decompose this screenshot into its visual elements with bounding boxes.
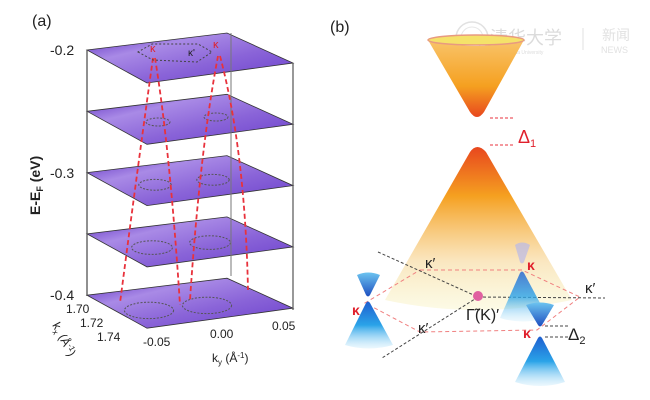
- dirac-cone-upper: [357, 272, 380, 297]
- fermi-contour: [123, 301, 175, 320]
- ky-tick: 0.05: [272, 319, 296, 333]
- ky-tick: -0.05: [143, 335, 171, 349]
- ky-axis-label: ky (Å-1): [212, 350, 248, 367]
- kx-tick: 1.70: [66, 302, 90, 316]
- upper-cone: [428, 40, 524, 117]
- energy-slice: [85, 155, 295, 207]
- dirac-cone-lower: [515, 336, 565, 386]
- ky-tick: 0.00: [210, 327, 234, 341]
- fermi-contour: [181, 296, 233, 315]
- top-hexagon: [136, 43, 213, 63]
- dispersion-traces: [119, 55, 249, 306]
- energy-slices: [85, 32, 295, 329]
- high-symmetry-lines: [377, 251, 606, 359]
- k-label: κ: [527, 257, 535, 273]
- lower-cone: [385, 147, 572, 310]
- z-tick: -0.2: [50, 42, 74, 58]
- fermi-contour: [145, 117, 171, 127]
- fermi-contour: [203, 112, 229, 122]
- gamma-point: [473, 291, 483, 301]
- k-label: κ: [352, 302, 360, 318]
- fermi-contour: [131, 240, 173, 255]
- gamma-label: Γ̃(K)′: [466, 307, 499, 324]
- brillouin-hexagon: [363, 269, 581, 333]
- dirac-cone-upper: [515, 242, 530, 264]
- delta1-label: Δ1: [518, 127, 536, 150]
- z-tick: -0.3: [50, 165, 74, 181]
- svg-text:新闻: 新闻: [602, 28, 630, 44]
- panel-b-label: (b): [330, 19, 350, 36]
- kx-tick: 1.74: [97, 330, 121, 344]
- dispersion-trace: [154, 57, 181, 306]
- dirac-cone-upper: [526, 302, 554, 327]
- k-label: κ: [213, 39, 219, 51]
- fermi-contour: [189, 235, 231, 250]
- svg-text:NEWS: NEWS: [601, 45, 628, 55]
- dispersion-trace: [189, 55, 219, 301]
- z-tick: -0.4: [50, 287, 74, 303]
- energy-slice: [85, 277, 295, 329]
- svg-text:Tsinghua University: Tsinghua University: [500, 50, 544, 56]
- k-prime-label: κ′: [585, 280, 596, 297]
- dispersion-trace: [219, 55, 249, 291]
- kx-tick: 1.72: [80, 316, 104, 330]
- k-prime-label: κ': [188, 48, 195, 59]
- fermi-contour: [196, 173, 230, 186]
- k-prime-label: κ′: [425, 255, 436, 272]
- kx-axis-label: kx (Å-1): [48, 319, 80, 359]
- k-prime-label: κ′: [418, 320, 429, 337]
- dirac-cone-lower: [345, 301, 393, 349]
- upper-cone-rim: [427, 34, 525, 46]
- energy-slice: [85, 93, 295, 145]
- k-label: κ: [523, 325, 531, 341]
- z-axis-label: E-EF (eV): [27, 156, 45, 215]
- delta2-label: Δ2: [568, 325, 585, 347]
- dispersion-trace: [119, 57, 154, 304]
- k-label: κ: [150, 43, 156, 55]
- panel-a-label: (a): [32, 13, 52, 30]
